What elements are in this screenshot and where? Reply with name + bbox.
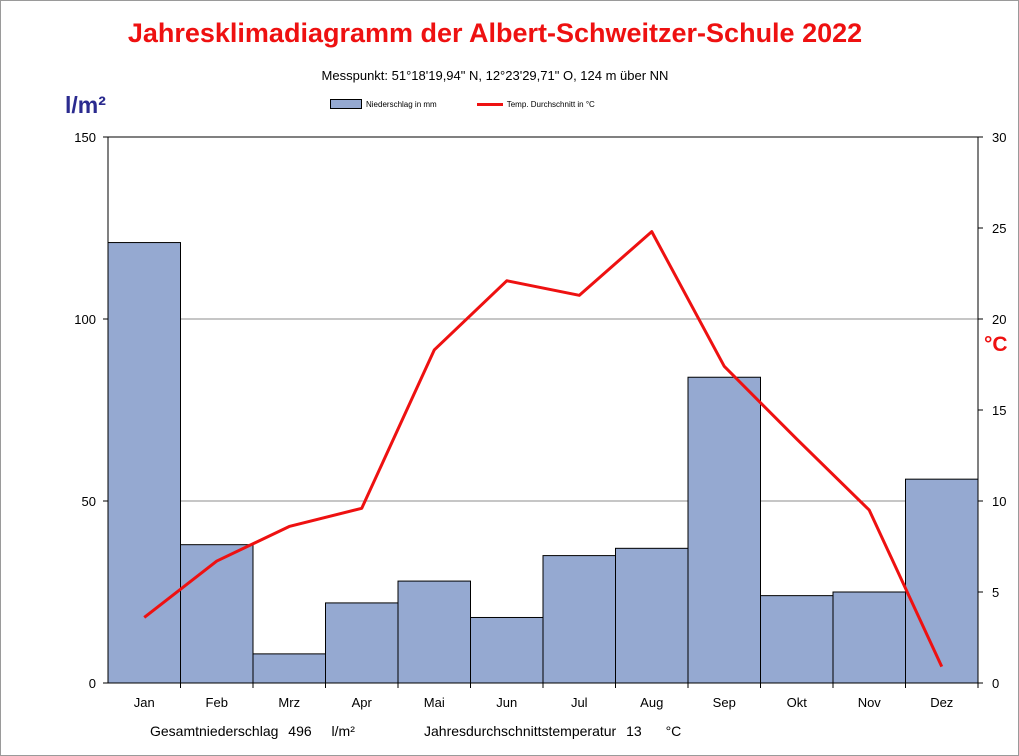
left-axis-unit: l/m² <box>65 92 106 118</box>
left-tick-label-2: 100 <box>74 312 96 327</box>
right-tick-label-6: 30 <box>992 130 1006 145</box>
x-label-jun: Jun <box>496 695 517 710</box>
footer-precipitation: Gesamtniederschlag 496 l/m² <box>150 723 355 739</box>
chart-legend: Niederschlag in mm Temp. Durchschnitt in… <box>330 99 635 109</box>
right-tick-label-5: 25 <box>992 221 1006 236</box>
legend-line-swatch <box>476 102 503 106</box>
right-tick-label-0: 0 <box>992 676 999 691</box>
bar-aug <box>615 547 689 684</box>
footer-precip-label: Gesamtniederschlag <box>150 723 279 739</box>
x-label-jan: Jan <box>134 695 155 710</box>
chart-subtitle: Messpunkt: 51°18'19,94" N, 12°23'29,71" … <box>321 68 669 83</box>
x-label-okt: Okt <box>787 695 808 710</box>
footer-precip-value: 496 <box>288 723 312 739</box>
bar-jul <box>542 555 616 684</box>
x-label-apr: Apr <box>352 695 373 710</box>
bar-feb <box>180 544 254 684</box>
x-label-jul: Jul <box>571 695 588 710</box>
left-tick-label-1: 50 <box>82 494 96 509</box>
x-label-nov: Nov <box>858 695 882 710</box>
footer-temp-label: Jahresdurchschnittstemperatur <box>424 723 617 739</box>
x-label-feb: Feb <box>206 695 228 710</box>
x-label-mrz: Mrz <box>278 695 300 710</box>
x-label-sep: Sep <box>713 695 736 710</box>
bar-apr <box>325 602 399 684</box>
right-tick-label-1: 5 <box>992 585 999 600</box>
legend-item-temperature: Temp. Durchschnitt in °C <box>476 99 595 109</box>
bar-okt <box>760 595 834 684</box>
legend-label-temperature: Temp. Durchschnitt in °C <box>506 99 595 109</box>
bar-jan <box>107 242 181 684</box>
right-tick-label-3: 15 <box>992 403 1006 418</box>
left-tick-label-3: 150 <box>74 130 96 145</box>
chart-title: Jahresklimadiagramm der Albert-Schweitze… <box>127 18 863 48</box>
x-label-aug: Aug <box>640 695 663 710</box>
bar-sep <box>687 376 761 684</box>
left-tick-label-0: 0 <box>89 676 96 691</box>
bar-mai <box>397 580 471 684</box>
right-tick-label-2: 10 <box>992 494 1006 509</box>
temperature-line <box>143 230 944 668</box>
footer-precip-unit: l/m² <box>331 723 355 739</box>
legend-label-precipitation: Niederschlag in mm <box>366 99 437 109</box>
right-tick-label-4: 20 <box>992 312 1006 327</box>
footer-temp-unit: °C <box>665 723 682 739</box>
bar-dez <box>905 478 979 684</box>
bar-nov <box>832 591 906 684</box>
legend-item-precipitation: Niederschlag in mm <box>330 99 437 109</box>
x-label-dez: Dez <box>930 695 953 710</box>
footer-temperature: Jahresdurchschnittstemperatur 13 °C <box>424 723 681 739</box>
right-axis-unit: °C <box>984 333 1008 356</box>
bar-jun <box>470 616 544 684</box>
legend-bar-swatch <box>330 99 362 109</box>
x-label-mai: Mai <box>424 695 445 710</box>
bar-mrz <box>252 653 326 684</box>
footer-temp-value: 13 <box>626 723 642 739</box>
